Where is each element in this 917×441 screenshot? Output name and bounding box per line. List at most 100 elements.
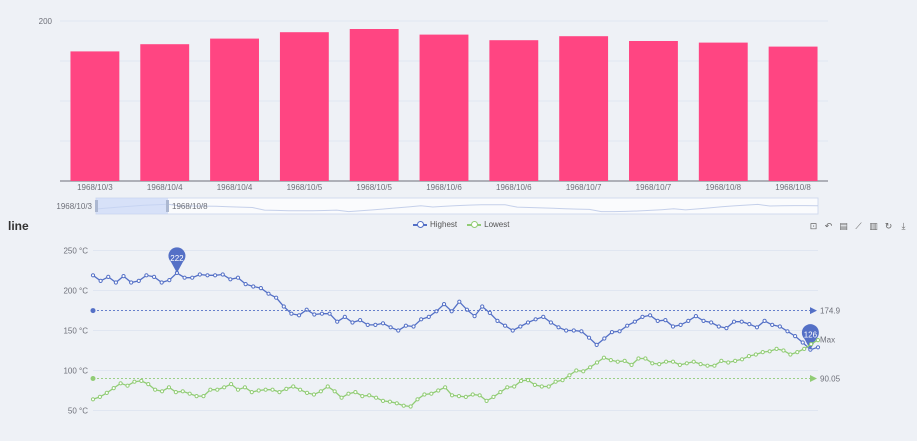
data-point-lowest <box>670 359 676 364</box>
bar <box>698 42 748 181</box>
data-point-highest <box>693 314 698 319</box>
data-point-lowest <box>360 394 365 399</box>
data-point-lowest <box>484 398 489 403</box>
data-view-icon[interactable]: ▤ <box>839 222 848 232</box>
data-point-highest <box>495 318 500 323</box>
series-line-highest <box>92 272 819 351</box>
data-point-highest <box>518 324 523 329</box>
data-point-highest <box>342 314 347 319</box>
data-point-lowest <box>394 401 399 406</box>
data-point-lowest <box>525 378 531 383</box>
zoom-reset-icon[interactable]: ↶ <box>824 222 833 232</box>
data-point-highest <box>678 322 683 327</box>
data-point-lowest <box>788 352 793 357</box>
data-point-highest <box>182 275 187 280</box>
data-point-highest <box>525 320 531 325</box>
data-point-lowest <box>498 390 503 395</box>
data-point-lowest <box>739 357 745 362</box>
data-point-highest <box>747 322 752 327</box>
data-point-lowest <box>125 383 130 388</box>
legend-item-lowest[interactable]: Lowest <box>467 220 509 229</box>
data-point-highest <box>281 304 286 309</box>
data-point-lowest <box>111 386 116 391</box>
bar <box>629 41 678 181</box>
data-point-highest <box>258 286 263 291</box>
data-point-highest <box>457 299 462 304</box>
data-point-lowest <box>373 395 379 400</box>
data-point-lowest <box>415 397 420 402</box>
restore-icon[interactable]: ↻ <box>884 222 893 232</box>
markline-start-dot <box>90 375 96 381</box>
data-point-highest <box>106 274 111 279</box>
data-point-lowest <box>146 382 151 387</box>
data-point-lowest <box>408 404 413 409</box>
data-point-lowest <box>657 362 662 367</box>
data-point-highest <box>98 278 103 283</box>
data-point-lowest <box>698 362 703 367</box>
data-point-lowest <box>581 369 586 374</box>
data-point-lowest <box>208 387 213 392</box>
bar-x-tick-label: 1968/10/8 <box>705 183 741 192</box>
data-point-lowest <box>298 387 303 392</box>
data-point-highest <box>274 295 279 300</box>
save-icon[interactable]: ⤓ <box>901 222 906 232</box>
data-point-lowest <box>705 363 710 368</box>
data-point-lowest <box>194 394 199 399</box>
line-y-tick-label: 250 °C <box>63 247 88 256</box>
data-point-highest <box>251 284 256 289</box>
data-point-lowest <box>449 393 455 398</box>
data-point-lowest <box>733 358 738 363</box>
data-point-highest <box>701 318 706 323</box>
data-point-highest <box>373 322 378 327</box>
data-point-highest <box>571 328 576 333</box>
data-point-highest <box>213 273 218 278</box>
data-point-lowest <box>574 368 579 373</box>
data-point-lowest <box>304 390 310 395</box>
datazoom-end-label: 1968/10/8 <box>172 202 208 211</box>
datazoom-selection <box>96 198 168 214</box>
legend-highest-label: Highest <box>430 220 458 229</box>
line-type-icon[interactable]: ⟋ <box>855 222 862 232</box>
line-chart-title: line <box>8 219 29 233</box>
datazoom-handle-left <box>95 200 98 212</box>
data-point-lowest <box>201 394 206 399</box>
data-point-highest <box>739 319 744 324</box>
data-point-highest <box>113 280 118 285</box>
bar-x-tick-label: 1968/10/4 <box>217 183 253 192</box>
bar-x-tick-label: 1968/10/5 <box>287 183 323 192</box>
data-point-lowest <box>691 359 696 364</box>
data-point-lowest <box>401 403 406 408</box>
data-point-highest <box>579 329 584 334</box>
data-point-lowest <box>284 386 289 391</box>
bar <box>210 38 259 181</box>
legend-lowest-symbol-icon <box>467 221 482 228</box>
data-point-highest <box>426 314 431 319</box>
data-point-highest <box>319 311 325 316</box>
data-point-lowest <box>712 363 717 368</box>
datazoom-start-label: 1968/10/3 <box>56 202 92 211</box>
data-point-lowest <box>318 389 323 394</box>
data-point-lowest <box>429 391 434 396</box>
legend-item-highest[interactable]: Highest <box>413 220 457 229</box>
bar-type-icon[interactable]: ▥ <box>869 222 878 232</box>
data-point-highest <box>556 325 561 330</box>
data-point-lowest <box>753 352 758 357</box>
data-point-lowest <box>643 356 648 361</box>
data-point-lowest <box>677 362 683 367</box>
data-point-highest <box>602 336 607 341</box>
data-point-lowest <box>594 360 600 365</box>
data-point-highest <box>541 314 546 319</box>
zoom-icon[interactable]: ⊡ <box>809 222 818 232</box>
data-point-lowest <box>746 354 752 359</box>
data-point-lowest <box>139 378 144 383</box>
bar <box>489 40 539 182</box>
data-point-lowest <box>235 387 241 392</box>
data-point-lowest <box>166 385 172 390</box>
data-point-lowest <box>532 382 538 387</box>
bar-x-tick-label: 1968/10/3 <box>77 183 113 192</box>
data-point-highest <box>197 272 202 277</box>
data-point-lowest <box>104 390 109 395</box>
data-point-highest <box>167 278 172 283</box>
data-point-highest <box>90 273 96 278</box>
data-point-highest <box>403 323 408 328</box>
